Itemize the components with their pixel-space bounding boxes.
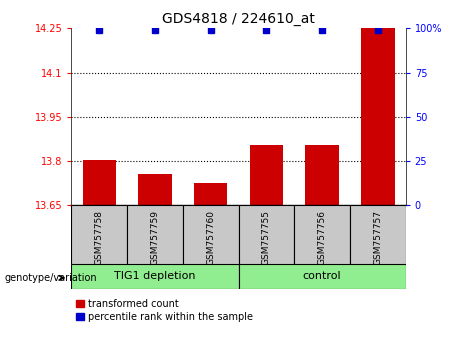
Title: GDS4818 / 224610_at: GDS4818 / 224610_at	[162, 12, 315, 26]
Bar	[238, 264, 406, 289]
Text: GSM757760: GSM757760	[206, 210, 215, 265]
Bar	[183, 205, 238, 264]
Bar	[71, 205, 127, 264]
Legend: transformed count, percentile rank within the sample: transformed count, percentile rank withi…	[77, 299, 253, 321]
Bar	[83, 160, 116, 205]
Text: TIG1 depletion: TIG1 depletion	[114, 271, 196, 281]
Bar	[361, 28, 395, 205]
Text: genotype/variation: genotype/variation	[5, 273, 97, 283]
Bar	[71, 264, 239, 289]
Bar	[194, 183, 227, 205]
Bar	[350, 205, 406, 264]
Bar	[127, 205, 183, 264]
Bar	[250, 145, 283, 205]
Bar	[294, 205, 350, 264]
Text: GSM757759: GSM757759	[150, 210, 160, 265]
Text: GSM757758: GSM757758	[95, 210, 104, 265]
Bar	[305, 145, 339, 205]
Text: control: control	[303, 271, 342, 281]
Text: GSM757756: GSM757756	[318, 210, 327, 265]
Text: GSM757755: GSM757755	[262, 210, 271, 265]
Bar	[138, 175, 171, 205]
Text: GSM757757: GSM757757	[373, 210, 382, 265]
Bar	[238, 205, 294, 264]
